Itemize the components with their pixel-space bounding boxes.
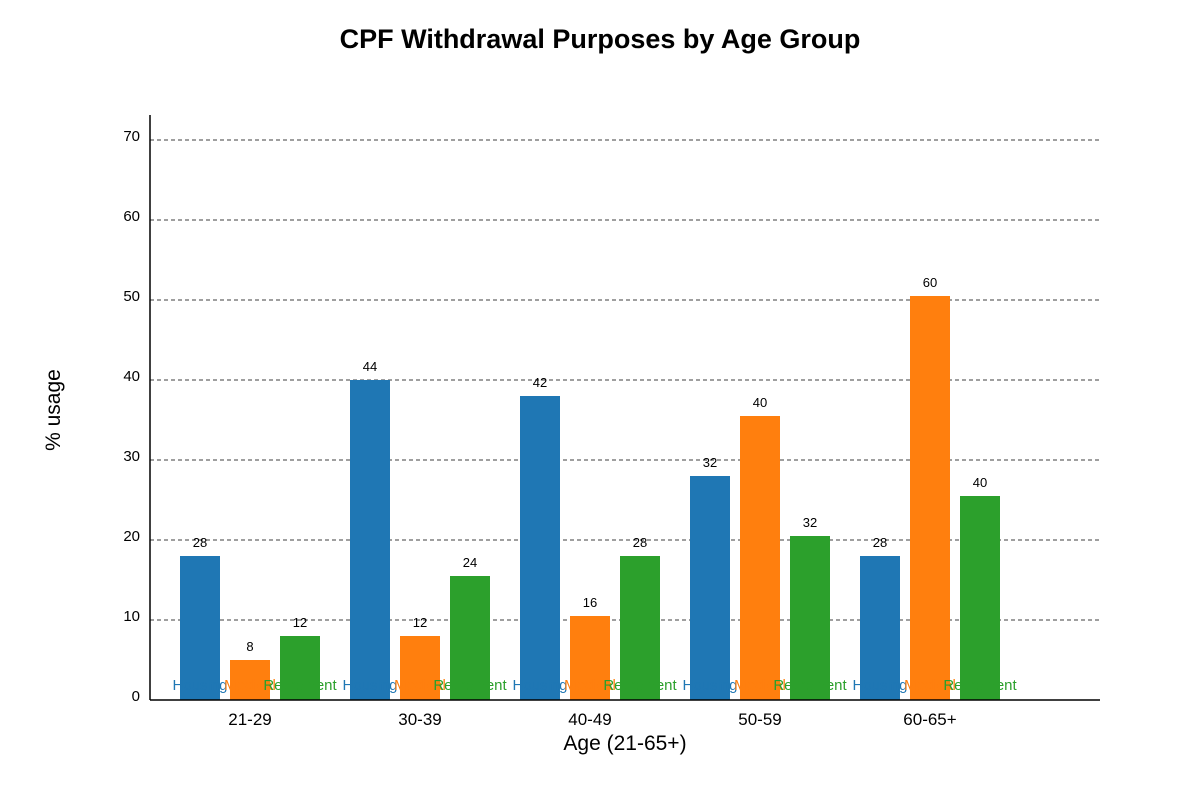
- data-label: 44: [363, 359, 377, 374]
- x-axis-title: Age (21-65+): [563, 732, 686, 755]
- bar-housing-50-59: [690, 476, 730, 700]
- y-tick-label: 30: [123, 448, 140, 465]
- series-label-retirement: Retirement: [943, 677, 1017, 694]
- bar-medical-40-49: [570, 616, 610, 700]
- data-label: 42: [533, 375, 547, 390]
- y-axis-title: % usage: [42, 369, 65, 451]
- data-label: 32: [703, 455, 717, 470]
- y-tick-label: 0: [132, 688, 140, 705]
- y-tick-label: 50: [123, 288, 140, 305]
- chart-title: CPF Withdrawal Purposes by Age Group: [339, 24, 861, 54]
- data-label: 28: [193, 535, 207, 550]
- bar-medical-30-39: [400, 636, 440, 700]
- y-ticks: 0 10 20 30 40 50 60 70: [123, 128, 140, 705]
- series-label-medical: Medical: [224, 677, 276, 694]
- series-label-medical: Medical: [734, 677, 786, 694]
- data-label: 32: [803, 515, 817, 530]
- x-tick-label: 21-29: [228, 710, 271, 729]
- data-label: 12: [413, 615, 427, 630]
- series-label-housing: Housing: [342, 677, 397, 694]
- data-label: 16: [583, 595, 597, 610]
- series-label-housing: Housing: [852, 677, 907, 694]
- y-tick-label: 10: [123, 608, 140, 625]
- bars: 28812HousingMedicalRetirement441224Housi…: [172, 275, 1018, 700]
- bar-housing-60-65+: [860, 556, 900, 700]
- bar-housing-30-39: [350, 380, 390, 700]
- data-label: 12: [293, 615, 307, 630]
- x-tick-label: 50-59: [738, 710, 781, 729]
- bar-retirement-21-29: [280, 636, 320, 700]
- axes: [149, 115, 1100, 701]
- x-tick-label: 40-49: [568, 710, 611, 729]
- bar-retirement-50-59: [790, 536, 830, 700]
- data-label: 8: [246, 639, 253, 654]
- bar-medical-50-59: [740, 416, 780, 700]
- y-tick-label: 70: [123, 128, 140, 145]
- x-ticks: 21-29 30-39 40-49 50-59 60-65+: [228, 710, 957, 729]
- data-label: 40: [753, 395, 767, 410]
- series-label-medical: Medical: [394, 677, 446, 694]
- x-tick-label: 60-65+: [903, 710, 956, 729]
- bar-retirement-40-49: [620, 556, 660, 700]
- data-label: 28: [873, 535, 887, 550]
- series-label-retirement: Retirement: [603, 677, 677, 694]
- y-tick-label: 60: [123, 208, 140, 225]
- bar-medical-60-65+: [910, 296, 950, 700]
- bar-retirement-30-39: [450, 576, 490, 700]
- gridlines: [150, 139, 1100, 621]
- series-label-retirement: Retirement: [263, 677, 337, 694]
- bar-medical-21-29: [230, 660, 270, 700]
- y-tick-label: 40: [123, 368, 140, 385]
- data-label: 24: [463, 555, 477, 570]
- series-label-retirement: Retirement: [773, 677, 847, 694]
- series-label-housing: Housing: [682, 677, 737, 694]
- x-tick-label: 30-39: [398, 710, 441, 729]
- series-label-housing: Housing: [172, 677, 227, 694]
- data-label: 60: [923, 275, 937, 290]
- data-label: 28: [633, 535, 647, 550]
- y-tick-label: 20: [123, 528, 140, 545]
- data-label: 40: [973, 475, 987, 490]
- bar-housing-40-49: [520, 396, 560, 700]
- series-label-housing: Housing: [512, 677, 567, 694]
- series-label-medical: Medical: [904, 677, 956, 694]
- series-label-retirement: Retirement: [433, 677, 507, 694]
- bar-retirement-60-65+: [960, 496, 1000, 700]
- series-label-medical: Medical: [564, 677, 616, 694]
- bar-housing-21-29: [180, 556, 220, 700]
